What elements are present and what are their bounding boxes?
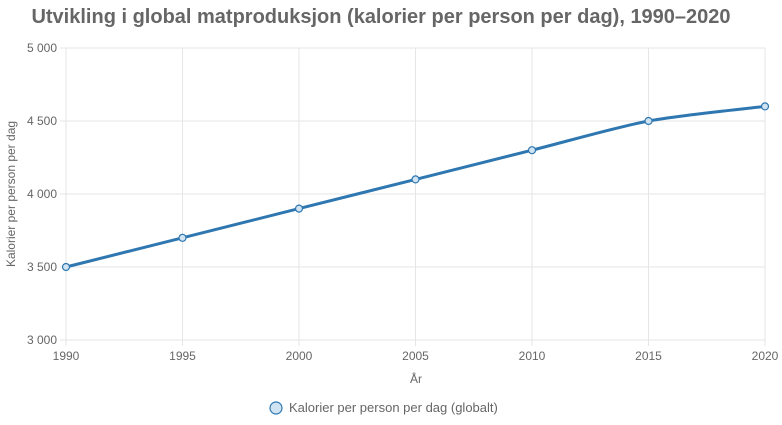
legend[interactable]: Kalorier per person per dag (globalt)	[269, 400, 498, 415]
data-point[interactable]	[294, 204, 304, 213]
x-tick-label: 2005	[402, 349, 429, 363]
series-layer	[61, 102, 770, 272]
y-tick-label: 5 000	[27, 41, 57, 55]
x-axis-ticks: 1990 1995 2000 2005 2010 2015 2020	[53, 349, 779, 363]
y-axis-label: Kalorier per person per dag	[4, 121, 18, 267]
data-point[interactable]	[178, 233, 187, 242]
legend-marker[interactable]	[269, 401, 283, 415]
legend-label[interactable]: Kalorier per person per dag (globalt)	[289, 400, 498, 415]
x-tick-label: 2000	[286, 349, 313, 363]
x-tick-label: 2020	[752, 349, 779, 363]
x-axis-label: År	[410, 371, 422, 386]
data-point[interactable]	[411, 175, 420, 184]
data-point[interactable]	[61, 262, 71, 272]
x-tick-label: 2010	[519, 349, 546, 363]
y-tick-label: 4 500	[27, 114, 57, 128]
y-tick-label: 4 000	[27, 187, 57, 201]
y-tick-label: 3 000	[27, 333, 57, 347]
data-point[interactable]	[527, 146, 537, 155]
x-tick-label: 1990	[53, 349, 80, 363]
chart-title: Utvikling i global matproduksjon (kalori…	[31, 6, 730, 28]
x-tick-label: 1995	[169, 349, 196, 363]
data-point[interactable]	[644, 116, 653, 126]
x-tick-label: 2015	[635, 349, 662, 363]
y-axis-ticks: 3 000 3 500 4 000 4 500 5 000	[27, 41, 57, 347]
y-tick-label: 3 500	[27, 260, 57, 274]
data-point[interactable]	[760, 102, 770, 111]
grid	[60, 47, 766, 346]
